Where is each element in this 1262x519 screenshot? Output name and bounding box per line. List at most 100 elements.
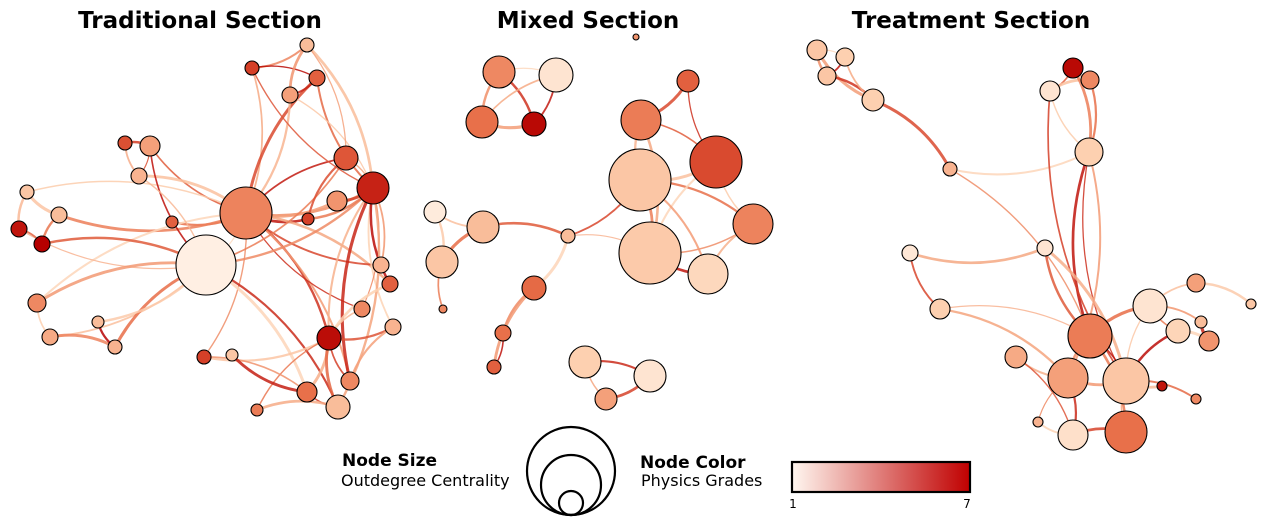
traditional-edge: [340, 187, 375, 382]
size-legend-measure: Outdegree Centrality: [341, 471, 510, 490]
treatment-node: [1165, 318, 1191, 344]
treatment-node: [1032, 416, 1044, 428]
treatment-edge: [1071, 151, 1092, 337]
treatment-node: [1156, 380, 1168, 392]
size-legend: Node Size Outdegree Centrality: [341, 425, 617, 517]
treatment-node: [929, 298, 951, 320]
treatment-edge: [1082, 151, 1127, 382]
traditional-node: [326, 190, 348, 212]
mixed-node: [608, 148, 672, 212]
color-scale-min: 1: [789, 497, 797, 511]
traditional-node: [27, 293, 47, 313]
traditional-node: [281, 86, 299, 104]
mixed-node: [466, 210, 500, 244]
treatment-node: [1004, 345, 1028, 369]
traditional-node: [165, 215, 179, 229]
traditional-edge: [251, 67, 374, 189]
treatment-node: [942, 161, 958, 177]
treatment-node: [1198, 330, 1220, 352]
treatment-node: [1057, 419, 1089, 451]
traditional-node: [33, 235, 51, 253]
traditional-node: [250, 403, 264, 417]
mixed-node: [423, 200, 447, 224]
size-legend-medium-circle: [539, 453, 603, 517]
traditional-node: [308, 69, 326, 87]
treatment-node: [1186, 273, 1206, 293]
treatment-edge: [949, 151, 1090, 176]
traditional-node: [175, 234, 237, 296]
traditional-edge: [203, 356, 308, 393]
treatment-edge: [939, 307, 1069, 379]
treatment-node: [1102, 357, 1150, 405]
treatment-node: [1080, 70, 1100, 90]
traditional-node: [244, 60, 260, 76]
traditional-edge: [306, 44, 347, 159]
traditional-node: [41, 328, 59, 346]
color-legend-heading: Node Color: [640, 453, 746, 473]
traditional-section-title: Traditional Section: [78, 8, 322, 34]
color-scale-max: 7: [963, 497, 971, 511]
traditional-node: [372, 256, 390, 274]
traditional-node: [225, 348, 239, 362]
traditional-node: [384, 318, 402, 336]
traditional-node: [10, 220, 28, 238]
mixed-node: [521, 111, 547, 137]
traditional-node: [91, 315, 105, 329]
traditional-node: [117, 135, 133, 151]
mixed-node: [560, 228, 576, 244]
traditional-edge: [36, 211, 247, 304]
treatment-edge: [909, 246, 1046, 265]
treatment-node: [901, 244, 919, 262]
mixed-node: [632, 33, 640, 41]
treatment-node: [1036, 239, 1054, 257]
traditional-edge: [306, 44, 375, 189]
mixed-node: [620, 99, 662, 141]
color-scale-bar: [790, 460, 972, 494]
treatment-edge: [949, 168, 1091, 337]
mixed-section-title: Mixed Section: [497, 8, 680, 34]
mixed-node: [486, 359, 502, 375]
traditional-node: [333, 145, 359, 171]
treatment-node: [1074, 137, 1104, 167]
treatment-node: [861, 88, 885, 112]
mixed-node: [732, 203, 774, 245]
mixed-node: [689, 135, 743, 189]
mixed-node: [521, 275, 547, 301]
mixed-node: [425, 245, 459, 279]
size-legend-small-circle: [557, 489, 585, 517]
color-legend-measure: Physics Grades: [641, 471, 762, 490]
treatment-edge: [872, 98, 952, 170]
treatment-node: [806, 39, 828, 61]
traditional-node: [19, 184, 35, 200]
mixed-node: [633, 359, 667, 393]
size-legend-heading: Node Size: [342, 451, 437, 471]
traditional-node: [381, 275, 399, 293]
traditional-node: [296, 381, 318, 403]
traditional-node: [130, 167, 148, 185]
treatment-node: [1067, 313, 1113, 359]
treatment-section-title: Treatment Section: [852, 8, 1090, 34]
mixed-node: [594, 387, 618, 411]
mixed-node: [482, 55, 516, 89]
treatment-node: [1104, 410, 1148, 454]
traditional-edge: [327, 187, 374, 339]
size-legend-large-circle: [525, 425, 617, 517]
traditional-node: [325, 394, 351, 420]
treatment-node: [835, 47, 855, 67]
treatment-node: [1190, 393, 1202, 405]
traditional-node: [196, 349, 212, 365]
traditional-node: [356, 171, 390, 205]
mixed-node: [676, 69, 700, 93]
treatment-node: [1039, 80, 1061, 102]
mixed-node: [687, 253, 729, 295]
treatment-node: [1194, 315, 1208, 329]
mixed-node: [438, 304, 448, 314]
treatment-node: [1047, 357, 1089, 399]
traditional-node: [219, 186, 273, 240]
traditional-node: [50, 206, 68, 224]
mixed-node: [618, 221, 682, 285]
mixed-node: [465, 105, 499, 139]
traditional-node: [316, 325, 342, 351]
traditional-node: [107, 339, 123, 355]
